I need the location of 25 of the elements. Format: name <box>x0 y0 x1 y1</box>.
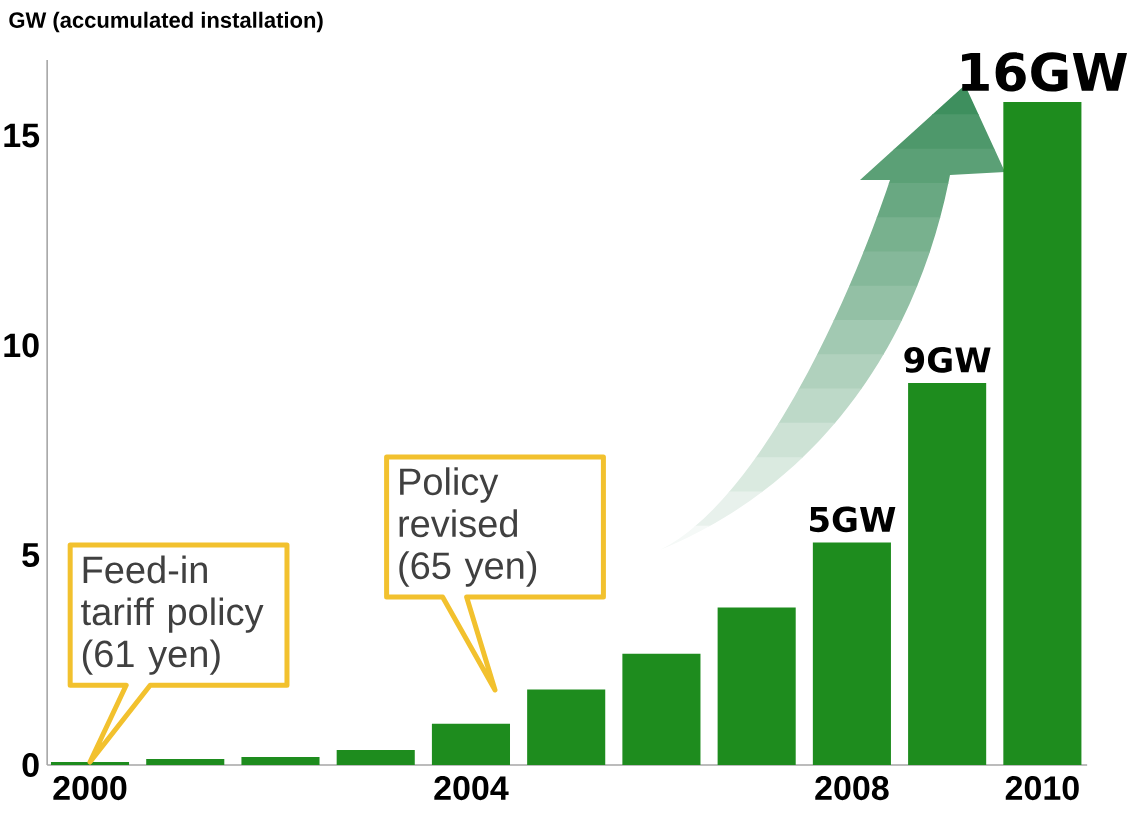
x-tick-label: 2010 <box>1005 776 1079 801</box>
y-tick-label: 15 <box>4 123 40 148</box>
bar <box>1003 101 1082 765</box>
y-tick-label: 5 <box>22 543 40 568</box>
bar <box>146 759 225 765</box>
x-tick-label: 2004 <box>434 776 509 801</box>
y-tick-label: 10 <box>4 333 39 358</box>
data-label: 5GW <box>810 506 896 533</box>
bar <box>431 723 510 765</box>
data-label: 9GW <box>904 346 991 373</box>
bar <box>50 762 130 765</box>
x-tick-label: 2000 <box>53 776 127 801</box>
x-tick-label: 2008 <box>815 776 889 801</box>
bar <box>908 383 987 765</box>
y-tick-label: 0 <box>22 752 39 778</box>
annotation: Feed-in tariff policy (61 yen) <box>81 555 264 675</box>
bar <box>717 607 796 765</box>
bar <box>527 689 606 765</box>
data-label: 16GW <box>962 52 1127 92</box>
annotation: Policy revised (65 yen) <box>399 467 537 587</box>
bar <box>241 757 320 765</box>
y-axis-title: GW (accumulated installation) <box>9 11 323 33</box>
bar <box>336 749 415 765</box>
bar <box>812 542 891 765</box>
bar <box>622 653 701 765</box>
